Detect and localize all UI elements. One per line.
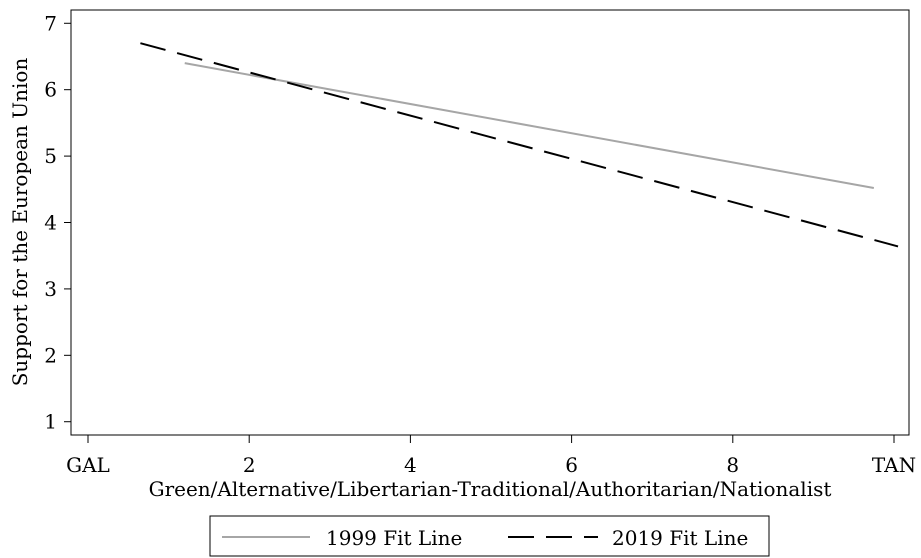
y-tick-label-6: 7	[44, 11, 57, 35]
legend-label-0: 1999 Fit Line	[326, 526, 462, 550]
legend: 1999 Fit Line 2019 Fit Line	[209, 515, 770, 557]
y-tick-label-1: 2	[44, 343, 57, 367]
plot-frame	[70, 9, 910, 436]
y-axis-label: Support for the European Union	[8, 58, 32, 387]
y-tick-label-2: 3	[44, 277, 57, 301]
x-tick-label-3: 6	[565, 453, 578, 477]
y-tick-label-5: 6	[44, 78, 57, 102]
x-tick-label-2: 4	[404, 453, 417, 477]
x-tick-label-4: 8	[726, 453, 739, 477]
series-line-0	[184, 62, 875, 189]
x-tick-label-0: GAL	[66, 453, 110, 477]
series-line-1	[140, 42, 899, 248]
y-axis: 1 2 3 4 5 6 7	[44, 11, 71, 434]
x-axis-label: Green/Alternative/Libertarian-Traditiona…	[149, 477, 832, 501]
x-axis: GAL 2 4 6 8 TAN	[66, 435, 916, 477]
legend-label-1: 2019 Fit Line	[612, 526, 748, 550]
y-tick-label-3: 4	[44, 211, 57, 235]
y-tick-label-4: 5	[44, 144, 57, 168]
y-tick-label-0: 1	[44, 410, 57, 434]
series-layer	[140, 42, 899, 248]
x-tick-label-5: TAN	[872, 453, 916, 477]
x-tick-label-1: 2	[243, 453, 256, 477]
